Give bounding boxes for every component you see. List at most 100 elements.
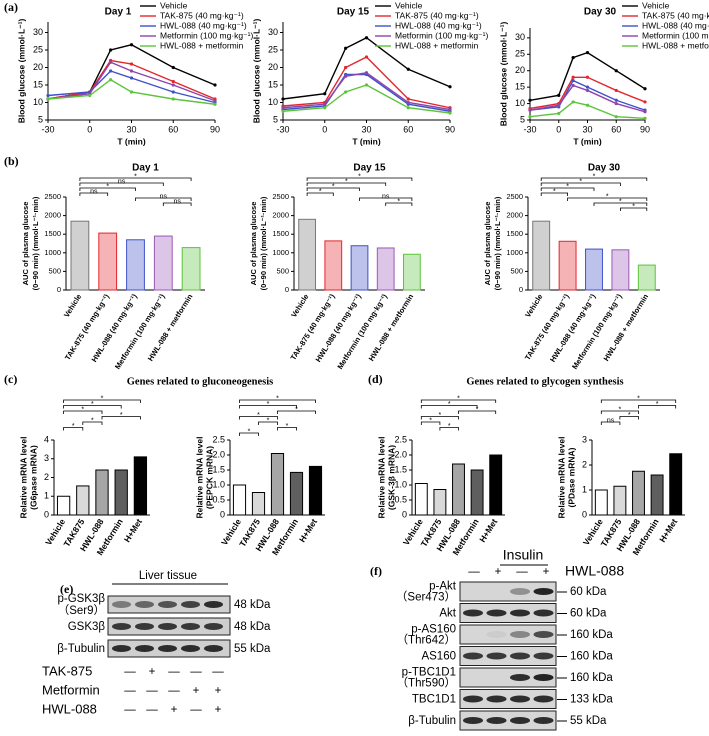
blot-band	[510, 631, 530, 638]
significance-bracket	[458, 410, 497, 414]
point	[88, 93, 92, 98]
blot-band	[135, 645, 154, 652]
blot-band	[533, 631, 554, 638]
y-tick-label: 2000	[506, 211, 523, 220]
significance-bracket	[63, 399, 141, 403]
significance-bracket	[540, 182, 621, 186]
blot-band	[533, 717, 554, 724]
point	[109, 60, 113, 64]
y-tick-label: 1500	[506, 229, 523, 238]
size-label: 60 kDa	[570, 586, 607, 598]
point	[171, 90, 175, 94]
y-axis-label: Relative mRNA level	[18, 437, 28, 519]
bar	[298, 218, 316, 291]
significance-bracket	[79, 192, 109, 196]
point	[614, 88, 618, 93]
y-tick-label: 10	[33, 97, 43, 107]
y-tick-label: 1	[582, 484, 587, 494]
y-tick-label: 2.5	[394, 434, 407, 444]
point	[109, 69, 113, 73]
y-tick-label: 1.0	[212, 479, 225, 489]
point	[46, 93, 50, 98]
y-tick-label: 30	[515, 32, 525, 42]
x-axis-label: T (min)	[352, 136, 380, 146]
y-tick-label: 1500	[44, 229, 61, 238]
row-label: （Thr590）	[397, 677, 456, 690]
series-line	[529, 79, 646, 111]
significance-bracket	[101, 416, 141, 420]
y-tick-label: 2000	[44, 211, 61, 220]
point	[406, 97, 410, 101]
point	[406, 100, 410, 105]
significance-bracket	[540, 187, 595, 191]
point	[406, 106, 410, 110]
treatment-sign: —	[468, 566, 480, 578]
point	[585, 88, 590, 93]
y-tick-label: 1.5	[394, 464, 407, 474]
y-tick-label: 1500	[272, 229, 289, 238]
panel-label: (a)	[4, 0, 18, 14]
point	[46, 97, 50, 101]
blot-band	[533, 588, 554, 595]
y-tick-label: 20	[268, 62, 278, 72]
blot-title: Liver tissue	[139, 570, 197, 582]
y-tick-label: 1.5	[212, 464, 225, 474]
point	[129, 69, 134, 73]
point	[364, 71, 369, 75]
chart-title: Day 1	[105, 7, 132, 18]
x-tick-label: Vehicle	[289, 292, 310, 319]
treatment-sign: —	[168, 666, 180, 678]
treatment-sign: —	[516, 566, 528, 578]
bar	[133, 456, 148, 516]
row-label: p-TBC1D1	[402, 667, 456, 679]
significance-bracket	[638, 405, 677, 409]
significance-label: *	[579, 178, 582, 185]
point	[323, 92, 327, 96]
point	[364, 55, 369, 59]
blot-band	[486, 631, 507, 638]
bar	[637, 264, 656, 291]
point	[557, 103, 561, 107]
significance-label: *	[295, 406, 298, 413]
significance-label: *	[345, 178, 348, 185]
series-line	[529, 84, 646, 113]
point	[557, 93, 561, 97]
bar	[669, 453, 683, 516]
legend-label: HWL-088 (40 mg·kg⁻¹)	[642, 20, 709, 30]
significance-bracket	[600, 410, 639, 414]
point	[171, 65, 175, 70]
treatment-sign: —	[124, 704, 136, 716]
y-axis-label: (G6pase mRNA)	[28, 445, 38, 510]
significance-bracket	[620, 207, 648, 211]
blot-strip	[459, 581, 557, 602]
significance-label: *	[457, 395, 460, 402]
y-tick-label: 2.0	[212, 449, 225, 459]
y-tick-label: 500	[510, 266, 523, 275]
bar	[232, 484, 247, 516]
point	[109, 78, 113, 82]
significance-bracket	[619, 416, 639, 420]
significance-label: *	[476, 406, 479, 413]
x-tick-label: 0	[87, 124, 92, 134]
point	[344, 74, 348, 78]
blot-band	[204, 645, 223, 652]
point	[344, 65, 348, 70]
panel-label: (d)	[368, 372, 383, 386]
bar	[470, 469, 484, 516]
significance-label: ns	[382, 193, 390, 200]
y-axis-label: Blood glucose (mmol·L⁻¹)	[251, 19, 261, 124]
significance-label: *	[319, 188, 322, 195]
blot-band	[463, 652, 483, 660]
point	[643, 100, 647, 104]
significance-label: *	[332, 183, 335, 190]
y-tick-label: 2500	[506, 192, 523, 201]
y-tick-label: 25	[515, 49, 525, 59]
significance-label: *	[632, 203, 635, 210]
point	[571, 83, 575, 88]
bar	[308, 465, 323, 516]
y-tick-label: 25	[268, 44, 278, 54]
y-tick-label: 0	[44, 509, 49, 519]
blot-strip	[459, 603, 557, 623]
blot-strip	[459, 710, 557, 731]
row-label: p-AS160	[411, 624, 456, 636]
